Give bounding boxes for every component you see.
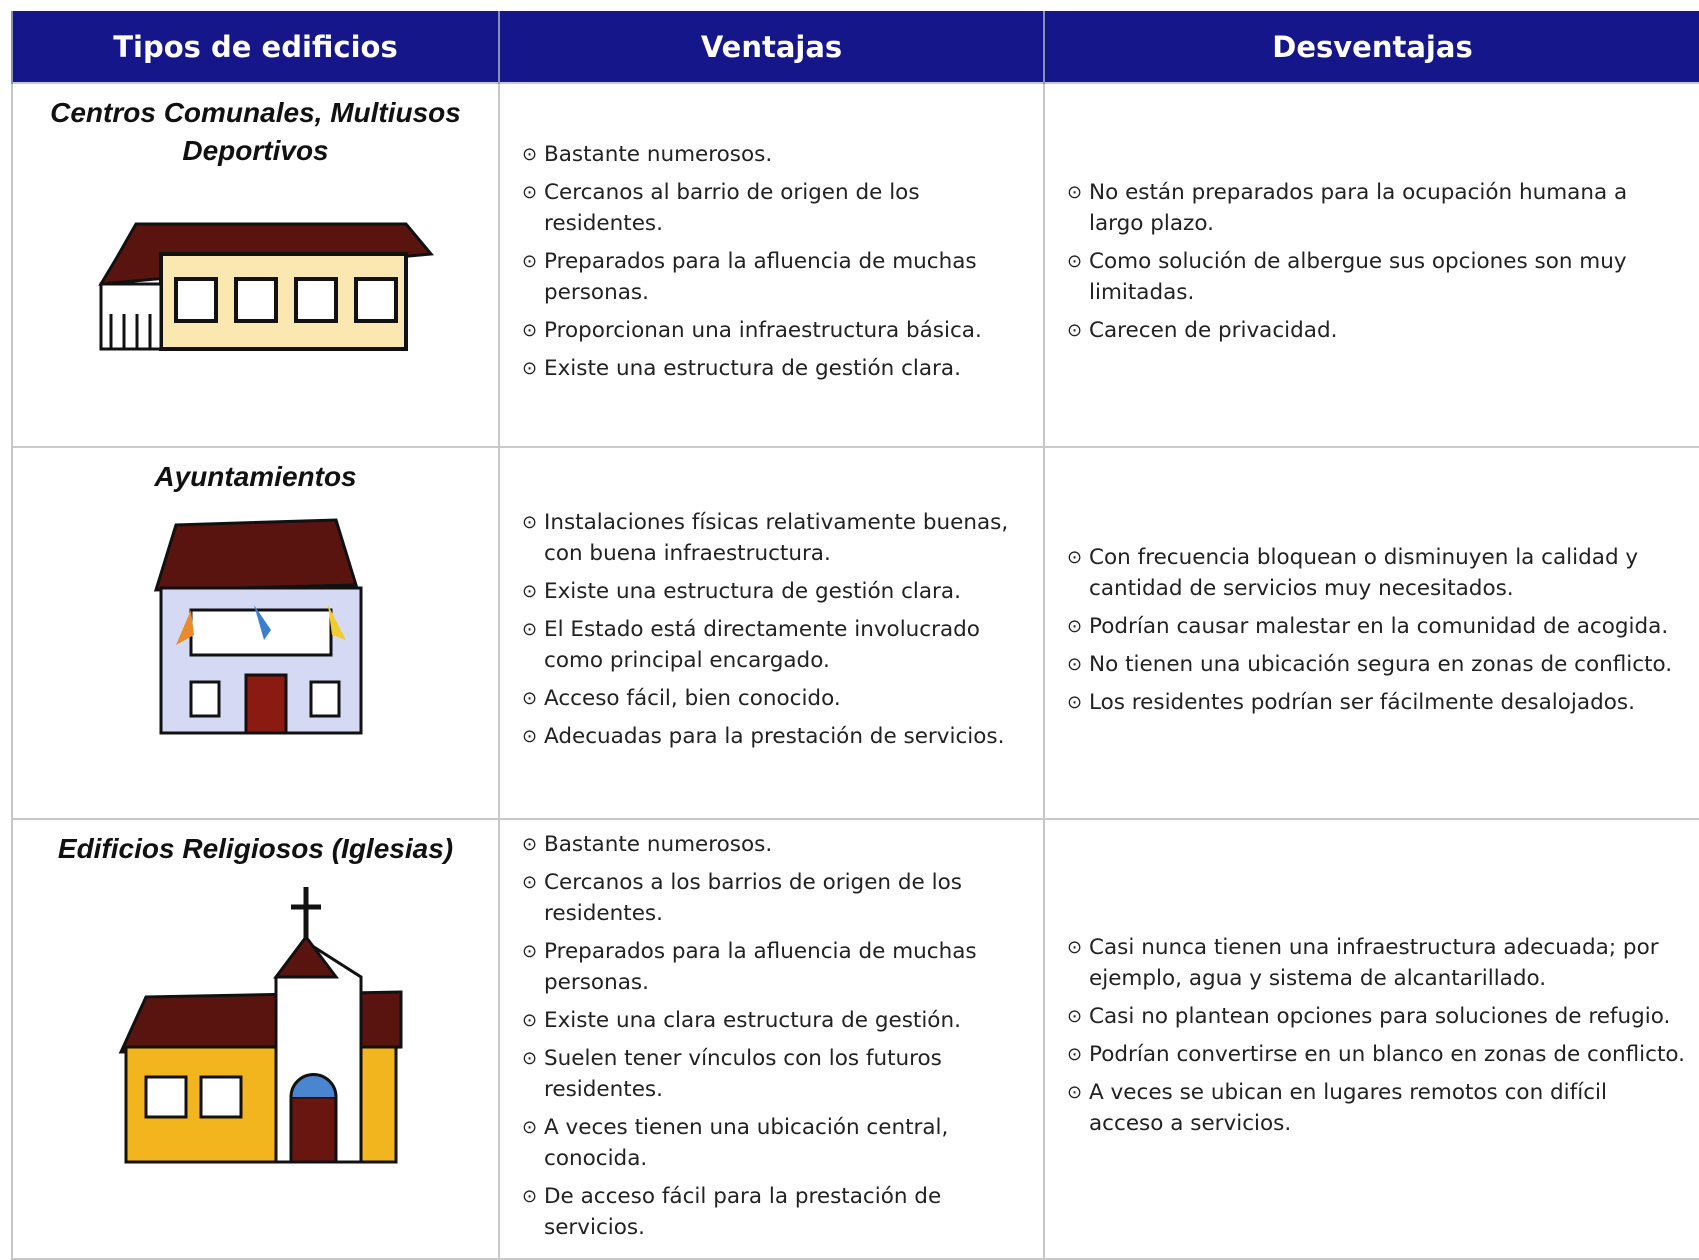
advantages-list: Bastante numerosos. Cercanos al barrio de…: [522, 139, 1029, 384]
advantage-item: Preparados para la afluencia de muchas p…: [522, 246, 1029, 308]
advantage-item: Instalaciones físicas relativamente buen…: [522, 507, 1029, 569]
advantage-item: Acceso fácil, bien conocido.: [522, 683, 1029, 714]
disadvantages-cell: Casi nunca tienen una infraestructura ad…: [1043, 818, 1699, 1260]
advantages-cell: Bastante numerosos. Cercanos a los barrio…: [498, 818, 1045, 1260]
disadvantage-item: Casi nunca tienen una infraestructura ad…: [1067, 932, 1685, 994]
shelter-table: Tipos de edificios Ventajas Desventajas …: [11, 11, 1699, 1260]
column-header: Ventajas: [498, 11, 1044, 83]
disadvantage-item: Podrían convertirse en un blanco en zona…: [1067, 1039, 1685, 1070]
advantage-item: Existe una estructura de gestión clara.: [522, 576, 1029, 607]
community-center-icon: [97, 222, 434, 351]
disadvantage-item: Carecen de privacidad.: [1067, 315, 1685, 346]
advantage-item: Cercanos al barrio de origen de los resi…: [522, 177, 1029, 239]
row: Centros Comunales, Multiusos Deportivos …: [11, 82, 1699, 448]
type-cell: Ayuntamientos: [11, 446, 500, 820]
advantage-item: El Estado está directamente involucrado …: [522, 614, 1029, 676]
disadvantages-list: Con frecuencia bloquean o disminuyen la …: [1067, 542, 1685, 718]
column-header: Tipos de edificios: [11, 11, 499, 83]
advantage-item: A veces tienen una ubicación central, co…: [522, 1112, 1029, 1174]
disadvantage-item: No tienen una ubicación segura en zonas …: [1067, 649, 1685, 680]
disadvantage-item: Con frecuencia bloquean o disminuyen la …: [1067, 542, 1685, 604]
row: Ayuntamientos Instalaciones físicas rela…: [11, 446, 1699, 820]
disadvantage-item: Podrían causar malestar en la comunidad …: [1067, 611, 1685, 642]
type-name: Ayuntamientos: [154, 461, 357, 492]
row: Edificios Religiosos (Iglesias) Bastante…: [11, 818, 1699, 1260]
disadvantages-list: No están preparados para la ocupación hu…: [1067, 177, 1685, 346]
header-row: Tipos de edificios Ventajas Desventajas: [11, 11, 1699, 83]
disadvantages-list: Casi nunca tienen una infraestructura ad…: [1067, 932, 1685, 1139]
church-icon: [118, 887, 402, 1164]
disadvantage-item: No están preparados para la ocupación hu…: [1067, 177, 1685, 239]
advantage-item: Bastante numerosos.: [522, 139, 1029, 170]
disadvantages-cell: Con frecuencia bloquean o disminuyen la …: [1043, 446, 1699, 820]
town-hall-icon: [153, 518, 362, 735]
advantage-item: De acceso fácil para la prestación de se…: [522, 1181, 1029, 1243]
advantage-item: Proporcionan una infraestructura básica.: [522, 315, 1029, 346]
advantages-cell: Bastante numerosos. Cercanos al barrio de…: [498, 82, 1045, 448]
type-cell: Centros Comunales, Multiusos Deportivos: [11, 82, 500, 448]
advantages-list: Instalaciones físicas relativamente buen…: [522, 507, 1029, 752]
disadvantage-item: Los residentes podrían ser fácilmente de…: [1067, 687, 1685, 718]
advantage-item: Bastante numerosos.: [522, 829, 1029, 860]
disadvantage-item: Casi no plantean opciones para solucione…: [1067, 1001, 1685, 1032]
advantages-cell: Instalaciones físicas relativamente buen…: [498, 446, 1045, 820]
column-header: Desventajas: [1043, 11, 1699, 83]
advantage-item: Adecuadas para la prestación de servicio…: [522, 721, 1029, 752]
advantage-item: Cercanos a los barrios de origen de los …: [522, 867, 1029, 929]
type-name: Centros Comunales, Multiusos Deportivos: [50, 97, 461, 166]
advantage-item: Existe una estructura de gestión clara.: [522, 353, 1029, 384]
disadvantages-cell: No están preparados para la ocupación hu…: [1043, 82, 1699, 448]
advantages-list: Bastante numerosos. Cercanos a los barrio…: [522, 829, 1029, 1243]
advantage-item: Existe una clara estructura de gestión.: [522, 1005, 1029, 1036]
type-cell: Edificios Religiosos (Iglesias): [11, 818, 500, 1260]
disadvantage-item: A veces se ubican en lugares remotos con…: [1067, 1077, 1685, 1139]
disadvantage-item: Como solución de albergue sus opciones s…: [1067, 246, 1685, 308]
advantage-item: Preparados para la afluencia de muchas p…: [522, 936, 1029, 998]
advantage-item: Suelen tener vínculos con los futuros re…: [522, 1043, 1029, 1105]
type-name: Edificios Religiosos (Iglesias): [57, 833, 454, 864]
